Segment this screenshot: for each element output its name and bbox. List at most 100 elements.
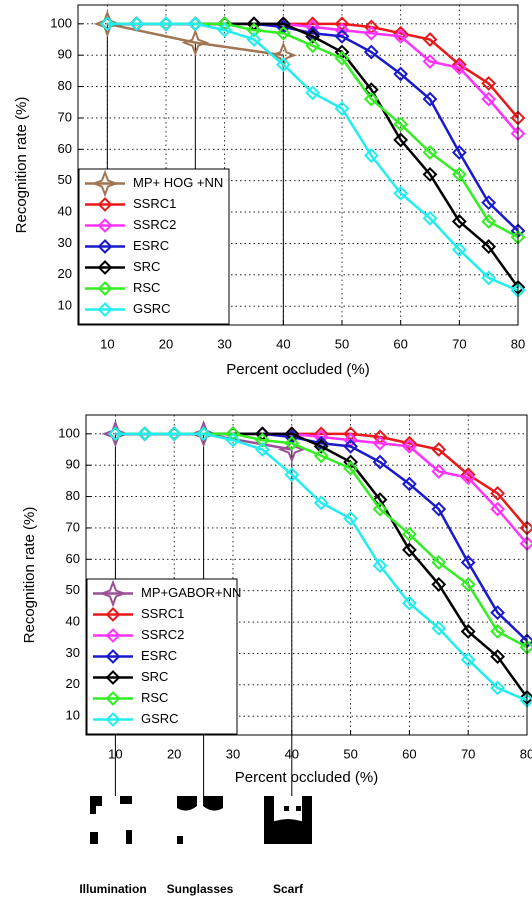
marker	[254, 432, 270, 448]
marker	[313, 448, 329, 464]
legend-marker	[97, 218, 113, 233]
marker	[275, 57, 291, 73]
marker	[363, 82, 379, 98]
marker	[246, 22, 262, 38]
marker	[422, 145, 438, 160]
y-tick-label: 20	[66, 676, 80, 691]
legend-label: SSRC2	[133, 217, 176, 232]
x-tick-label: 70	[452, 336, 466, 351]
marker	[372, 558, 388, 574]
marker	[460, 624, 476, 639]
marker	[481, 76, 497, 91]
marker	[460, 467, 476, 483]
marker	[481, 239, 497, 254]
legend-marker	[105, 649, 121, 664]
legend-marker	[97, 239, 113, 254]
y-tick-label: 80	[58, 78, 72, 93]
legend-label: GSRC	[141, 711, 179, 726]
marker	[451, 145, 467, 160]
y-tick-label: 100	[58, 425, 80, 440]
marker	[158, 16, 174, 32]
plot-frame	[85, 414, 528, 736]
x-axis-label: Percent occluded (%)	[226, 361, 369, 378]
marker	[372, 501, 388, 517]
legend-marker	[105, 670, 121, 685]
marker	[431, 555, 447, 570]
legend-label: ESRC	[133, 238, 169, 253]
marker	[107, 426, 123, 442]
marker	[99, 16, 115, 32]
legend-label: RSC	[133, 280, 160, 295]
series	[107, 426, 532, 708]
legend: MP+ HOG +NN SSRC1 SSRC2 ESRC SRC RSC GSRC	[78, 168, 230, 325]
marker	[275, 16, 291, 32]
marker	[137, 426, 153, 442]
marker	[284, 467, 300, 483]
marker	[431, 464, 447, 479]
legend-marker	[105, 628, 121, 643]
marker	[401, 595, 417, 611]
legend-marker	[105, 691, 121, 706]
marker	[277, 435, 306, 464]
marker	[401, 476, 417, 492]
marker	[451, 57, 467, 73]
marker	[401, 435, 417, 451]
marker	[393, 132, 409, 148]
y-tick-label: 80	[66, 488, 80, 503]
y-tick-label: 40	[66, 613, 80, 628]
marker	[372, 435, 388, 451]
marker	[490, 680, 506, 696]
y-tick-label: 10	[58, 298, 72, 313]
image-caption: Scarf	[273, 882, 304, 896]
y-tick-label: 90	[58, 47, 72, 62]
marker	[451, 214, 467, 229]
legend-label: SSRC1	[133, 196, 176, 211]
legend-marker	[91, 169, 119, 198]
marker	[431, 576, 447, 592]
marker	[313, 438, 329, 454]
x-tick-label: 50	[343, 746, 357, 761]
marker	[166, 426, 182, 442]
y-tick-label: 100	[50, 15, 72, 30]
marker	[343, 438, 359, 454]
marker	[401, 438, 417, 454]
y-tick-label: 50	[58, 172, 72, 187]
thumbnail-sunglasses	[177, 796, 223, 844]
marker	[363, 148, 379, 164]
marker	[246, 32, 262, 47]
x-tick-label: 20	[167, 746, 181, 761]
legend-label: SRC	[133, 259, 160, 274]
series	[99, 16, 526, 298]
marker	[275, 25, 291, 41]
series-line	[115, 432, 528, 702]
marker	[305, 38, 321, 54]
legend-label: RSC	[141, 690, 168, 705]
legend-label: MP+ HOG +NN	[133, 175, 223, 190]
y-tick-label: 60	[66, 551, 80, 566]
x-tick-label: 10	[100, 336, 114, 351]
y-tick-label: 90	[66, 457, 80, 472]
marker	[481, 91, 497, 107]
marker	[129, 16, 145, 32]
x-tick-label: 30	[217, 336, 231, 351]
marker	[305, 85, 321, 101]
y-tick-label: 50	[66, 582, 80, 597]
plot-frame	[77, 4, 519, 326]
marker	[93, 9, 122, 38]
y-tick-label: 60	[58, 141, 72, 156]
x-tick-label: 50	[335, 336, 349, 351]
marker	[481, 270, 497, 286]
marker	[305, 28, 321, 44]
y-tick-label: 30	[66, 645, 80, 660]
marker	[343, 460, 359, 476]
marker	[284, 435, 300, 451]
y-tick-label: 40	[58, 203, 72, 218]
marker	[431, 620, 447, 636]
marker	[189, 419, 218, 448]
image-caption: Illumination	[79, 882, 146, 896]
marker	[393, 28, 409, 44]
legend-label: SRC	[141, 669, 168, 684]
marker	[422, 91, 438, 107]
marker	[254, 442, 270, 457]
legend-marker	[97, 260, 113, 275]
